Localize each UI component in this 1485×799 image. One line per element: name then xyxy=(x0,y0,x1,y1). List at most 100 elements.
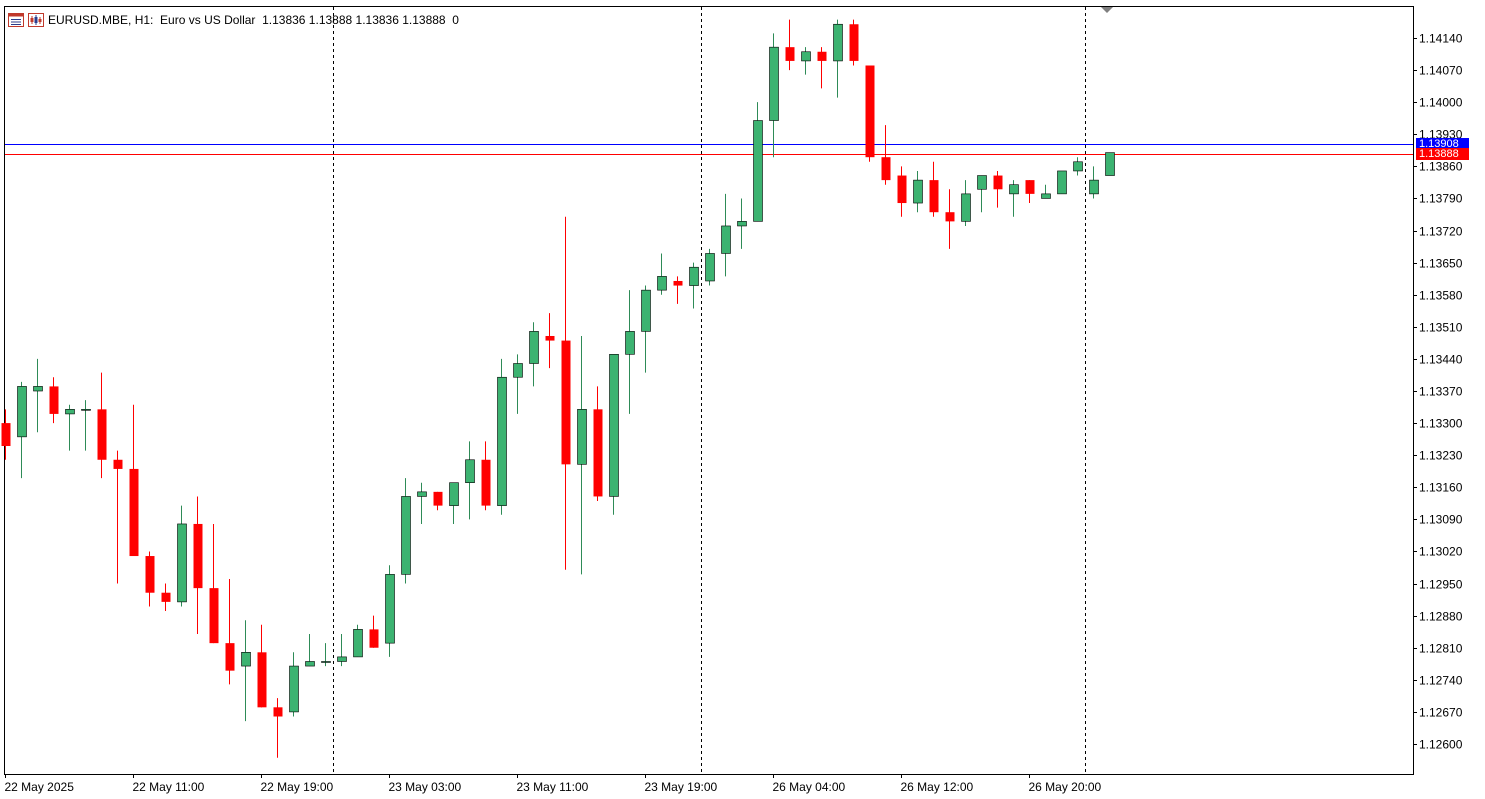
candle[interactable] xyxy=(689,262,699,309)
candle[interactable] xyxy=(1073,157,1083,176)
y-tick-label: 1.13300 xyxy=(1419,417,1463,431)
candle-body xyxy=(369,629,379,648)
candle[interactable] xyxy=(193,496,203,634)
y-tick-label: 1.12670 xyxy=(1419,706,1463,720)
candle[interactable] xyxy=(305,633,315,667)
candle[interactable] xyxy=(593,386,603,502)
candle[interactable] xyxy=(961,180,971,226)
candle[interactable] xyxy=(33,358,43,433)
candle[interactable] xyxy=(1,409,11,460)
candle[interactable] xyxy=(129,404,139,557)
candle-body xyxy=(1057,170,1067,195)
candle[interactable] xyxy=(241,620,251,722)
candle[interactable] xyxy=(1009,180,1019,217)
candle[interactable] xyxy=(913,170,923,213)
y-tick-label: 1.13790 xyxy=(1419,192,1463,206)
candle[interactable] xyxy=(1089,166,1099,199)
x-tick-label: 26 May 20:00 xyxy=(1029,780,1102,794)
candle[interactable] xyxy=(865,65,875,162)
y-tick-label: 1.14140 xyxy=(1419,32,1463,46)
timeframe: H1: xyxy=(134,13,154,27)
candle-body xyxy=(641,289,651,332)
candle-body xyxy=(849,24,859,61)
candle[interactable] xyxy=(113,450,123,584)
candle[interactable] xyxy=(65,404,75,451)
candle[interactable] xyxy=(337,633,347,667)
candle-body xyxy=(241,652,251,667)
candle[interactable] xyxy=(753,102,763,222)
candle[interactable] xyxy=(993,170,1003,208)
time-axis[interactable]: 22 May 2025 22 May 11:00 22 May 19:00 23 Ma… xyxy=(5,774,1102,794)
candle[interactable] xyxy=(817,47,827,89)
candle[interactable] xyxy=(321,643,331,667)
chart-shift-marker-icon[interactable] xyxy=(1101,7,1113,13)
candle[interactable] xyxy=(257,624,267,708)
candle[interactable] xyxy=(1057,170,1067,195)
candle-body xyxy=(401,496,411,575)
candle-body xyxy=(545,335,555,341)
candle[interactable] xyxy=(801,47,811,75)
candle[interactable] xyxy=(929,161,939,217)
candle[interactable] xyxy=(289,652,299,717)
candle[interactable] xyxy=(97,372,107,479)
candle[interactable] xyxy=(369,615,379,648)
volume-value: 0 xyxy=(452,13,459,27)
x-tick-label: 22 May 2025 xyxy=(5,780,75,794)
candle[interactable] xyxy=(161,583,171,612)
candle-body xyxy=(97,409,107,460)
candle[interactable] xyxy=(561,216,571,570)
candle[interactable] xyxy=(545,313,555,369)
candle-body xyxy=(1089,179,1099,195)
candle-body xyxy=(417,491,427,497)
candle[interactable] xyxy=(513,354,523,414)
candle[interactable] xyxy=(721,193,731,277)
candle[interactable] xyxy=(401,478,411,584)
candle[interactable] xyxy=(449,482,459,524)
candle[interactable] xyxy=(481,441,491,511)
candle[interactable] xyxy=(529,322,539,387)
candle[interactable] xyxy=(1105,152,1115,176)
candle[interactable] xyxy=(673,276,683,304)
candle[interactable] xyxy=(1025,180,1035,204)
candle[interactable] xyxy=(273,698,283,758)
window-icon[interactable] xyxy=(8,13,24,27)
candle[interactable] xyxy=(705,248,715,286)
candle-body xyxy=(353,629,363,658)
candle[interactable] xyxy=(433,491,443,511)
candle[interactable] xyxy=(49,377,59,424)
candle[interactable] xyxy=(465,441,475,520)
candle[interactable] xyxy=(497,358,507,515)
candle[interactable] xyxy=(657,253,667,295)
candle[interactable] xyxy=(577,335,587,575)
candle[interactable] xyxy=(353,624,363,658)
candle[interactable] xyxy=(81,400,91,451)
candle[interactable] xyxy=(17,381,27,479)
candle[interactable] xyxy=(1041,184,1051,199)
candle[interactable] xyxy=(833,19,843,98)
candle[interactable] xyxy=(625,290,635,414)
candle[interactable] xyxy=(897,166,907,217)
candle[interactable] xyxy=(849,19,859,66)
candle[interactable] xyxy=(225,578,235,685)
candle[interactable] xyxy=(737,198,747,249)
candle[interactable] xyxy=(609,354,619,515)
y-tick-label: 1.12740 xyxy=(1419,674,1463,688)
candle[interactable] xyxy=(785,19,795,71)
candle-body xyxy=(385,574,395,644)
candle[interactable] xyxy=(977,175,987,213)
candle[interactable] xyxy=(177,505,187,607)
candle[interactable] xyxy=(769,33,779,158)
candle[interactable] xyxy=(641,285,651,373)
candle-body xyxy=(881,157,891,181)
candle-body xyxy=(49,386,59,414)
candle[interactable] xyxy=(385,565,395,657)
candle[interactable] xyxy=(417,482,427,524)
candle-body xyxy=(1073,161,1083,172)
candle[interactable] xyxy=(945,189,955,249)
chart-icon[interactable] xyxy=(28,13,44,27)
candle[interactable] xyxy=(881,125,891,185)
candle[interactable] xyxy=(209,523,219,644)
candle[interactable] xyxy=(145,551,155,607)
candle-body xyxy=(833,23,843,62)
